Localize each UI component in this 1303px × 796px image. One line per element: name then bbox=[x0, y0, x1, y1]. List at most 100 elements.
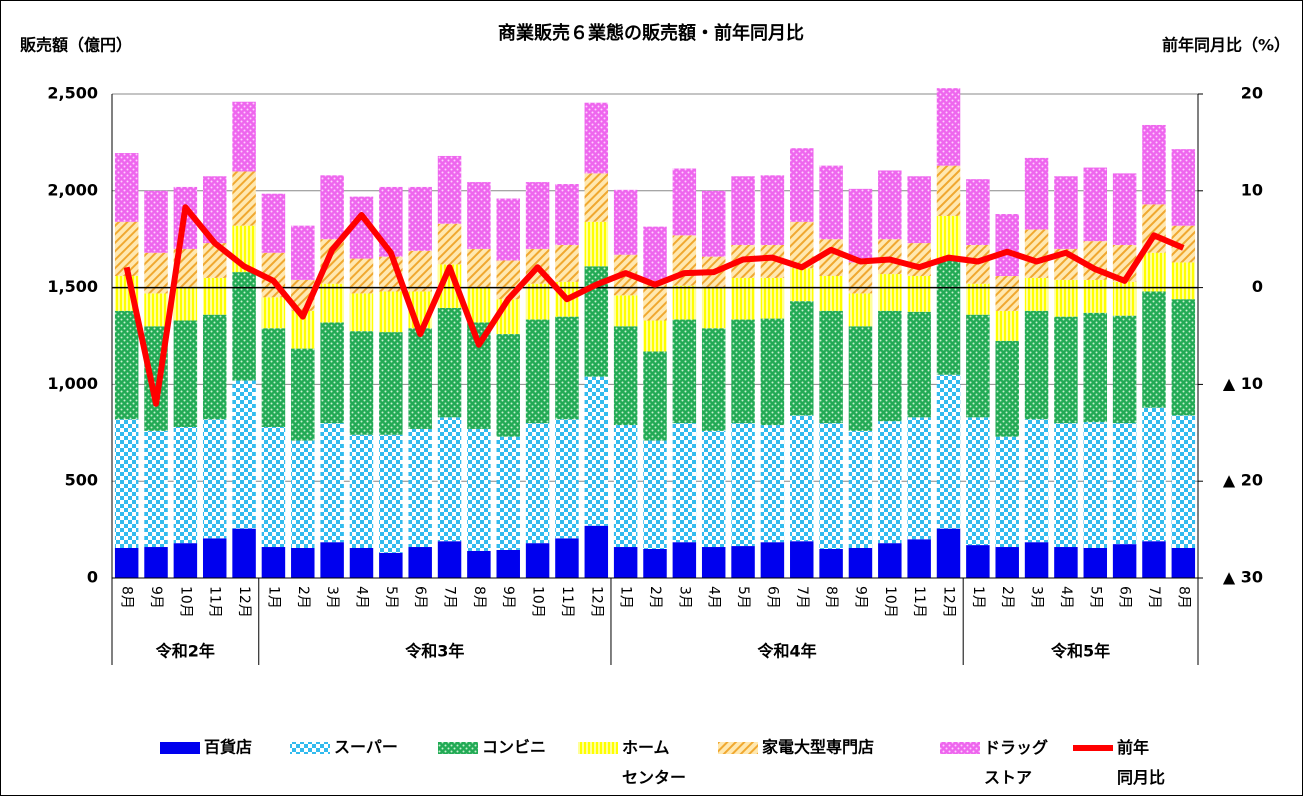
bar-segment bbox=[555, 316, 579, 420]
bar-segment bbox=[1083, 422, 1108, 548]
bar-segment bbox=[525, 423, 550, 544]
bar-segment bbox=[320, 542, 344, 578]
bar-segment bbox=[1112, 315, 1137, 424]
bar-segment bbox=[995, 436, 1019, 548]
bar-segment bbox=[966, 179, 990, 246]
x-tick-label: 1月 bbox=[618, 586, 634, 609]
legend-swatch bbox=[438, 742, 478, 754]
bar-segment bbox=[437, 541, 462, 578]
bar-segment bbox=[525, 182, 550, 249]
legend-label: ドラッグストア bbox=[984, 738, 1048, 787]
bar-segment bbox=[1083, 312, 1108, 423]
x-tick-label: 9月 bbox=[852, 586, 868, 609]
bar-segment bbox=[1171, 225, 1196, 263]
y2-tick-label: 10 bbox=[1241, 180, 1263, 199]
bar-segment bbox=[173, 320, 198, 427]
x-tick-label: 6月 bbox=[764, 586, 780, 609]
bar-segment bbox=[555, 184, 579, 246]
x-tick-label: 3月 bbox=[324, 586, 340, 609]
bar-segment bbox=[114, 419, 139, 548]
bar-segment bbox=[731, 176, 755, 246]
bar-segment bbox=[966, 314, 990, 418]
bar-segment bbox=[672, 285, 697, 320]
bar-segment bbox=[760, 277, 785, 319]
bar-segment bbox=[613, 547, 638, 578]
x-tick-label: 11月 bbox=[559, 586, 575, 618]
bar-segment bbox=[1083, 279, 1108, 313]
bar-segment bbox=[643, 440, 667, 549]
bar-segment bbox=[173, 287, 198, 321]
bar-segment bbox=[408, 250, 432, 292]
bar-segment bbox=[819, 275, 843, 311]
bar-segment bbox=[408, 186, 432, 251]
y-tick-label: 1,500 bbox=[47, 277, 98, 296]
bar-segment bbox=[731, 423, 755, 547]
bar-segment bbox=[291, 225, 315, 280]
bar-segment bbox=[760, 542, 785, 578]
bar-segment bbox=[261, 297, 286, 329]
bar-segment bbox=[1171, 262, 1196, 300]
y2-tick-label: 0 bbox=[1252, 277, 1263, 296]
bar-segment bbox=[819, 423, 843, 549]
bar-segment bbox=[936, 528, 961, 578]
bar-segment bbox=[261, 426, 286, 548]
bar-segment bbox=[202, 314, 227, 420]
bar-segment bbox=[1112, 544, 1137, 578]
x-tick-label: 7月 bbox=[1146, 586, 1162, 609]
bar-segment bbox=[701, 430, 726, 548]
bar-segment bbox=[672, 168, 697, 236]
bar-segment bbox=[643, 226, 667, 284]
x-tick-label: 6月 bbox=[412, 586, 428, 609]
bar-segment bbox=[584, 173, 609, 222]
bar-segment bbox=[936, 215, 961, 261]
bar-segment bbox=[907, 243, 931, 276]
bar-segment bbox=[144, 190, 168, 253]
bar-segment bbox=[878, 543, 902, 578]
bar-segment bbox=[379, 332, 403, 435]
bar-segment bbox=[1024, 277, 1049, 311]
y-tick-label: 1,000 bbox=[47, 374, 98, 393]
x-tick-label: 6月 bbox=[1117, 586, 1133, 609]
x-tick-label: 4月 bbox=[706, 586, 722, 609]
bar-segment bbox=[1054, 176, 1078, 249]
bar-segment bbox=[408, 547, 432, 578]
bar-segment bbox=[848, 188, 873, 263]
bar-segment bbox=[731, 319, 755, 424]
bar-segment bbox=[1142, 541, 1166, 578]
bar-segment bbox=[1054, 423, 1078, 548]
bar-segment bbox=[760, 318, 785, 426]
bar-segment bbox=[555, 538, 579, 578]
bar-segment bbox=[320, 322, 344, 424]
bar-segment bbox=[291, 310, 315, 349]
bar-segment bbox=[701, 328, 726, 431]
bar-segment bbox=[232, 171, 256, 226]
bar-segment bbox=[584, 525, 609, 578]
x-tick-label: 12月 bbox=[588, 586, 604, 618]
bar-segment bbox=[320, 175, 344, 240]
bar-segment bbox=[525, 543, 550, 578]
line-series bbox=[123, 204, 1185, 407]
bar-segment bbox=[936, 165, 961, 216]
x-tick-label: 10月 bbox=[177, 586, 193, 618]
bar-segment bbox=[819, 548, 843, 578]
bar-segment bbox=[173, 426, 198, 544]
bar-segment bbox=[760, 245, 785, 278]
bar-segment bbox=[467, 248, 491, 288]
bar-segment bbox=[848, 262, 873, 294]
x-tick-label: 11月 bbox=[207, 586, 223, 618]
bar-segment bbox=[936, 260, 961, 375]
bar-segment bbox=[261, 547, 286, 578]
bar-segment bbox=[613, 189, 638, 255]
y2-axis-title: 前年同月比（%） bbox=[1162, 36, 1290, 55]
bar-segment bbox=[349, 293, 374, 332]
bar-segment bbox=[1054, 316, 1078, 424]
bar-segment bbox=[349, 434, 374, 548]
legend-swatch bbox=[940, 742, 980, 754]
y-axis-title: 販売額（億円） bbox=[20, 36, 132, 55]
x-tick-label: 12月 bbox=[941, 586, 957, 618]
bar-segment bbox=[202, 419, 227, 539]
bar-segment bbox=[790, 221, 814, 269]
x-tick-label: 3月 bbox=[1029, 586, 1045, 609]
legend-label: 家電大型専門店 bbox=[762, 738, 874, 757]
bar-segment bbox=[379, 186, 403, 257]
